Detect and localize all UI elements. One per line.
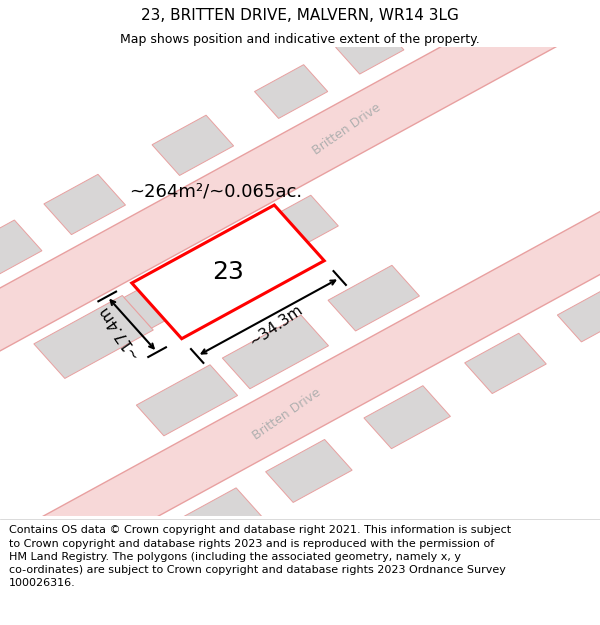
Polygon shape: [0, 220, 42, 286]
Polygon shape: [335, 23, 404, 74]
Polygon shape: [0, 22, 600, 625]
Text: Britten Drive: Britten Drive: [311, 101, 383, 158]
Polygon shape: [328, 265, 419, 331]
Polygon shape: [124, 254, 230, 328]
Text: Britten Drive: Britten Drive: [251, 386, 324, 442]
Polygon shape: [152, 115, 233, 176]
Polygon shape: [557, 288, 600, 342]
Text: Contains OS data © Crown copyright and database right 2021. This information is : Contains OS data © Crown copyright and d…: [9, 526, 511, 588]
Text: ~34.3m: ~34.3m: [247, 302, 305, 349]
Text: 23, BRITTEN DRIVE, MALVERN, WR14 3LG: 23, BRITTEN DRIVE, MALVERN, WR14 3LG: [141, 8, 459, 23]
Text: Map shows position and indicative extent of the property.: Map shows position and indicative extent…: [120, 32, 480, 46]
Polygon shape: [464, 333, 546, 394]
Text: 23: 23: [212, 260, 244, 284]
Polygon shape: [136, 365, 238, 436]
Text: ~17.4m: ~17.4m: [95, 302, 142, 361]
Polygon shape: [0, 0, 600, 541]
Polygon shape: [254, 64, 328, 118]
Polygon shape: [177, 488, 263, 551]
Polygon shape: [364, 386, 451, 449]
Polygon shape: [223, 315, 329, 389]
Polygon shape: [242, 195, 338, 264]
Text: ~264m²/~0.065ac.: ~264m²/~0.065ac.: [130, 182, 302, 200]
Polygon shape: [132, 205, 324, 339]
Polygon shape: [44, 174, 125, 234]
Polygon shape: [266, 439, 352, 503]
Polygon shape: [34, 296, 153, 378]
